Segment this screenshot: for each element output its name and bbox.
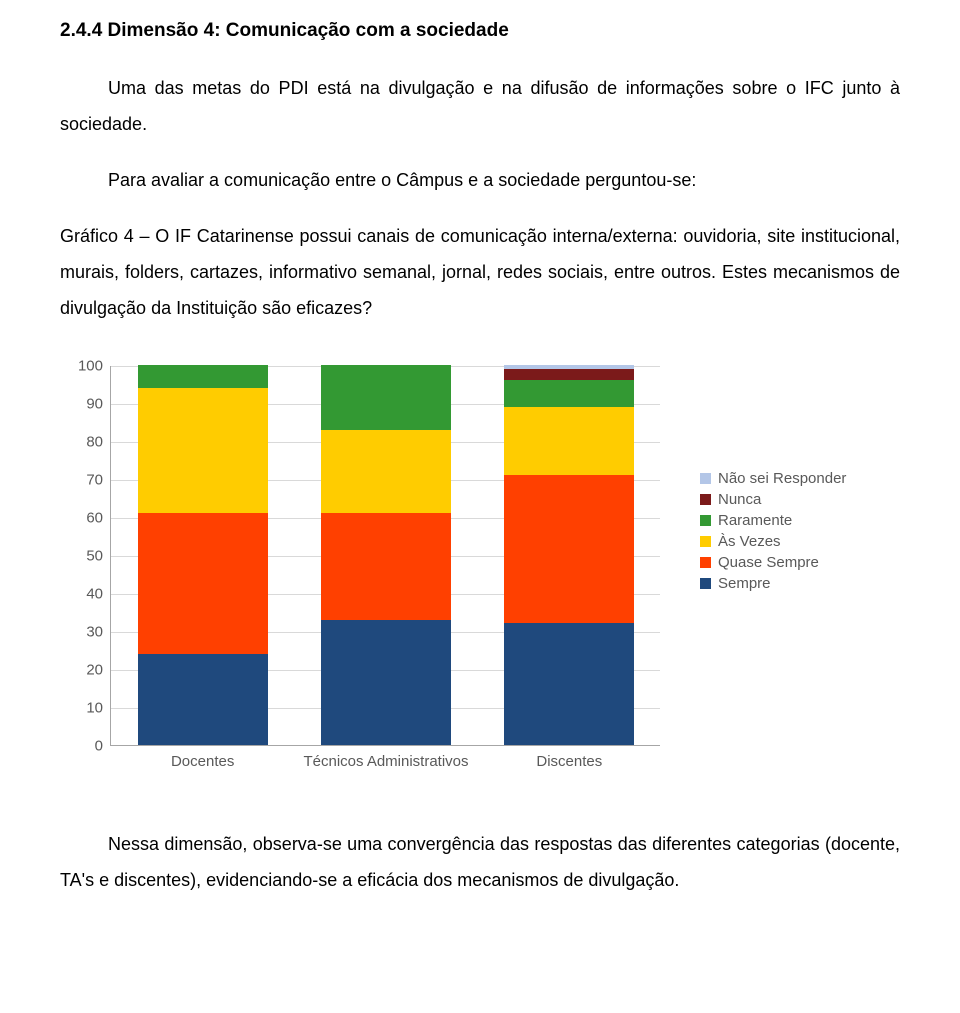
y-axis-tick-label: 60 — [71, 510, 103, 527]
x-axis-tick-label: Docentes — [113, 745, 293, 770]
legend-label: Sempre — [718, 575, 771, 592]
legend-item: Quase Sempre — [700, 554, 846, 571]
legend-label: Às Vezes — [718, 533, 781, 550]
y-axis-tick-label: 40 — [71, 586, 103, 603]
y-axis-tick-label: 70 — [71, 472, 103, 489]
y-axis-tick-label: 80 — [71, 434, 103, 451]
legend-item: Sempre — [700, 575, 846, 592]
paragraph-3: Gráfico 4 – O IF Catarinense possui cana… — [60, 218, 900, 326]
chart-bar-segment — [321, 430, 451, 514]
chart-bar-segment — [504, 407, 634, 475]
chart-bar-segment — [138, 365, 268, 388]
chart-bar-segment — [504, 369, 634, 380]
paragraph-1: Uma das metas do PDI está na divulgação … — [60, 70, 900, 142]
chart-container: 0102030405060708090100DocentesTécnicos A… — [60, 366, 900, 786]
legend-swatch-icon — [700, 473, 711, 484]
chart-bar-segment — [138, 388, 268, 513]
legend-swatch-icon — [700, 536, 711, 547]
chart-bar-segment — [504, 475, 634, 623]
legend-label: Quase Sempre — [718, 554, 819, 571]
legend-label: Não sei Responder — [718, 470, 846, 487]
y-axis-tick-label: 30 — [71, 624, 103, 641]
chart-bar — [138, 365, 268, 745]
y-axis-tick-label: 20 — [71, 662, 103, 679]
paragraph-4: Nessa dimensão, observa-se uma convergên… — [60, 826, 900, 898]
chart-bar-segment — [504, 623, 634, 745]
chart-bar-segment — [138, 513, 268, 654]
legend-swatch-icon — [700, 557, 711, 568]
x-axis-tick-label: Técnicos Administrativos — [296, 745, 476, 770]
y-axis-tick-label: 10 — [71, 700, 103, 717]
legend-swatch-icon — [700, 494, 711, 505]
legend-item: Às Vezes — [700, 533, 846, 550]
chart-bar — [504, 365, 634, 745]
legend-label: Raramente — [718, 512, 792, 529]
chart-bar-segment — [321, 620, 451, 745]
paragraph-2: Para avaliar a comunicação entre o Câmpu… — [60, 162, 900, 198]
y-axis-tick-label: 100 — [71, 358, 103, 375]
y-axis-tick-label: 90 — [71, 396, 103, 413]
legend-label: Nunca — [718, 491, 761, 508]
y-axis-tick-label: 50 — [71, 548, 103, 565]
legend-item: Nunca — [700, 491, 846, 508]
x-axis-tick-label: Discentes — [479, 745, 659, 770]
chart-legend: Não sei Responder Nunca Raramente Às Vezes Q… — [700, 466, 846, 596]
legend-item: Raramente — [700, 512, 846, 529]
legend-swatch-icon — [700, 515, 711, 526]
legend-item: Não sei Responder — [700, 470, 846, 487]
chart-bar-segment — [321, 513, 451, 619]
y-axis-tick-label: 0 — [71, 738, 103, 755]
chart-bar-segment — [138, 654, 268, 745]
chart-plot-area: 0102030405060708090100DocentesTécnicos A… — [110, 366, 660, 746]
chart-bar-segment — [504, 380, 634, 407]
section-title: 2.4.4 Dimensão 4: Comunicação com a soci… — [60, 20, 900, 42]
chart-bar-segment — [321, 365, 451, 430]
chart-bar — [321, 365, 451, 745]
legend-swatch-icon — [700, 578, 711, 589]
